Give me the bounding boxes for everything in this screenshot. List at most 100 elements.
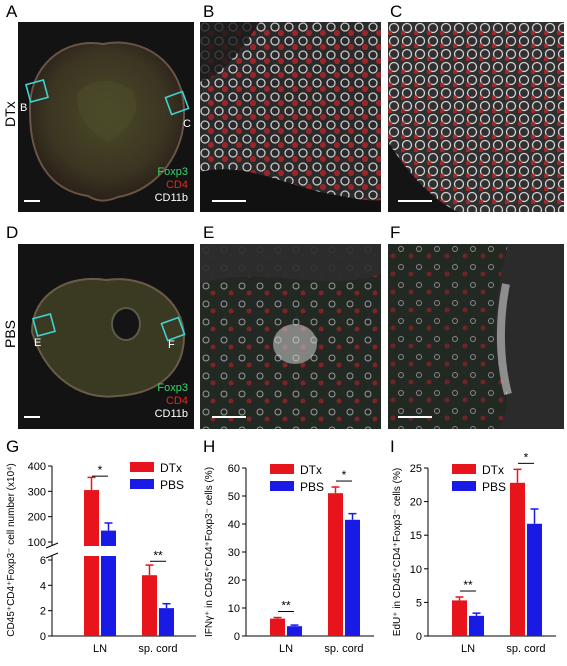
i-xtick-0: LN	[461, 643, 475, 655]
panel-label-h: H	[203, 437, 216, 456]
h-xtick-0: LN	[279, 643, 293, 655]
stain-legend-a: Foxp3 CD4 CD11b	[155, 166, 188, 205]
g-ylabel: CD45⁺CD4⁺Foxp3⁻ cell number (x10⁴)	[6, 463, 17, 637]
panel-label-f: F	[390, 223, 401, 242]
spinal-cord-section-d: E F	[30, 278, 186, 398]
micrograph-b	[200, 22, 381, 212]
stain-cd11b: CD11b	[154, 192, 188, 204]
g-bar-lower-0-0	[84, 556, 99, 636]
g-xtick-0: LN	[93, 643, 107, 655]
inset-label-c: C	[183, 118, 191, 130]
panel-label-c: C	[390, 2, 403, 21]
legend-swatch-pbs	[452, 481, 476, 491]
h-ytick-label-5: 50	[228, 491, 240, 503]
legend-swatch-pbs	[130, 479, 154, 489]
micrograph-e-cells	[200, 244, 381, 429]
stain-cd4-d: CD4	[165, 395, 188, 407]
scale-bar-e	[212, 416, 246, 418]
inset-box-e	[31, 312, 57, 338]
legend-swatch-dtx	[452, 464, 476, 474]
g-bar-upper-0-0	[84, 490, 99, 546]
i-bar-1-0	[469, 615, 484, 636]
h-ytick-label-2: 20	[228, 575, 240, 587]
scale-bar-b	[212, 200, 246, 202]
h-bar-1-1	[345, 519, 360, 636]
scale-bar-d	[24, 416, 40, 418]
scale-bar-f	[398, 416, 432, 418]
h-ytick-label-4: 40	[228, 519, 240, 531]
g-xtick-1: sp. cord	[138, 643, 177, 655]
spinal-cord-section-a: B C	[20, 41, 191, 202]
g-ytick-label-lower-2: 4	[40, 580, 46, 592]
h-xtick-1: sp. cord	[324, 643, 363, 655]
i-ytick-label-4: 20	[410, 497, 422, 509]
i-ytick-label-5: 25	[410, 463, 422, 475]
micrograph-b-cells	[200, 22, 381, 212]
h-ytick-label-0: 0	[234, 631, 240, 643]
i-ytick-label-3: 15	[410, 530, 422, 542]
stain-foxp3-d: Foxp3	[157, 382, 188, 394]
micrograph-c-cells	[388, 22, 564, 212]
inset-label-e: E	[34, 337, 41, 349]
i-xtick-1: sp. cord	[506, 643, 545, 655]
micrograph-d: E F Foxp3 CD4 CD11b	[18, 244, 194, 429]
chart-h: 0 10 20 30 40 50 60 IFNγ⁺ in CD45⁺CD4⁺Foxp3⁻ ce…	[204, 463, 374, 655]
panel-label-d: D	[6, 223, 19, 242]
g-ytick-label-upper-0: 100	[28, 537, 46, 549]
h-ylabel: IFNγ⁺ in CD45⁺CD4⁺Foxp3⁻ cells (%)	[204, 467, 215, 637]
scale-bar-c	[398, 200, 432, 202]
h-bar-0-0	[270, 618, 285, 636]
i-ytick-label-0: 0	[416, 631, 422, 643]
i-bar-0-0	[452, 600, 467, 636]
panel-label-g: G	[6, 437, 20, 456]
inset-label-f: F	[168, 339, 175, 351]
h-ytick-label-6: 60	[228, 463, 240, 475]
i-sig-1: *	[524, 450, 529, 464]
micrograph-f-cells	[388, 244, 564, 429]
g-axis-break-1	[45, 542, 59, 549]
legend-label-dtx: DTx	[160, 461, 182, 475]
scale-bar-a	[24, 200, 40, 202]
g-axis-break-2	[45, 552, 59, 559]
legend-swatch-dtx	[270, 464, 294, 474]
stain-cd4: CD4	[165, 179, 188, 191]
panel-label-b: B	[203, 2, 215, 21]
i-sig-0: **	[463, 578, 473, 592]
g-bar-1-1	[159, 608, 174, 636]
inset-box-c	[164, 90, 190, 116]
i-ylabel: EdU⁺ in CD45⁺CD4⁺Foxp3⁻ cells (%)	[392, 468, 403, 636]
legend-label-dtx: DTx	[300, 463, 322, 477]
legend-label-pbs: PBS	[482, 480, 506, 494]
micrograph-f	[388, 244, 564, 429]
inset-label-b: B	[20, 102, 27, 114]
stain-foxp3: Foxp3	[157, 166, 188, 178]
panel-label-a: A	[6, 2, 18, 21]
panel-label-i: I	[390, 437, 395, 456]
h-bar-0-1	[328, 493, 343, 636]
micrograph-e	[200, 244, 381, 429]
h-ytick-label-1: 10	[228, 603, 240, 615]
legend-label-pbs: PBS	[160, 478, 184, 492]
g-ytick-label-upper-2: 300	[28, 486, 46, 498]
legend-swatch-pbs	[270, 481, 294, 491]
g-ytick-label-upper-1: 200	[28, 512, 46, 524]
i-ytick-label-1: 5	[416, 597, 422, 609]
micrograph-a: B C Foxp3 CD4 CD11b	[18, 22, 194, 212]
i-bar-0-1	[510, 482, 525, 636]
chart-i: 0 5 10 15 20 25 EdU⁺ in CD45⁺CD4⁺Foxp3⁻ cells …	[392, 450, 556, 655]
legend-swatch-dtx	[130, 462, 154, 472]
g-ytick-label-upper-3: 400	[28, 461, 46, 473]
legend-label-pbs: PBS	[300, 480, 324, 494]
micrograph-c	[388, 22, 564, 212]
g-bar-upper-1-0	[101, 530, 116, 546]
i-bar-1-1	[527, 523, 542, 636]
g-sig-0: *	[98, 463, 103, 477]
h-sig-1: *	[342, 468, 347, 482]
g-ytick-label-lower-3: 6	[40, 555, 46, 567]
h-ytick-label-3: 30	[228, 547, 240, 559]
panel-label-e: E	[203, 223, 215, 242]
g-bar-lower-1-0	[101, 556, 116, 636]
legend-label-dtx: DTx	[482, 463, 504, 477]
h-bar-1-0	[287, 626, 302, 636]
inset-box-b	[24, 78, 50, 104]
